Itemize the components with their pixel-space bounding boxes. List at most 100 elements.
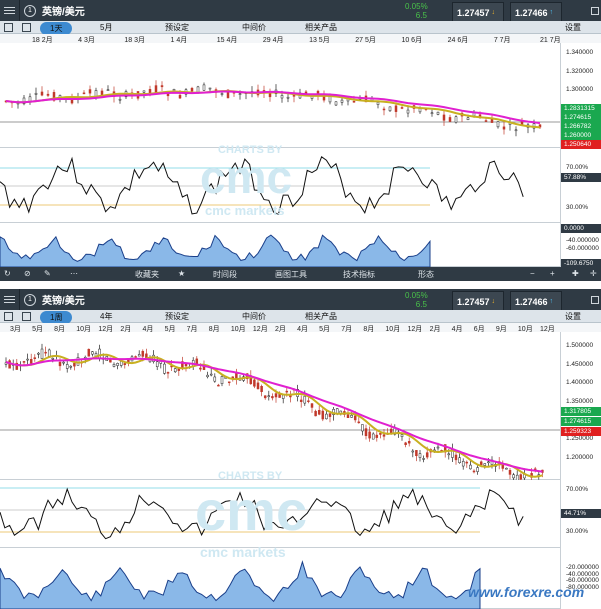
- candle-body: [388, 106, 392, 112]
- date-label: 12月: [98, 326, 114, 333]
- candle-body: [303, 395, 307, 404]
- date-label: 10月: [517, 326, 533, 333]
- settings-button[interactable]: 设置: [565, 312, 581, 321]
- date-label: 9月: [495, 326, 507, 333]
- candle-body: [458, 457, 461, 463]
- candle-body: [514, 129, 518, 132]
- candle-body: [350, 414, 353, 418]
- change-indicator: 0.05% 6.5: [405, 289, 428, 310]
- sell-price-box[interactable]: 1.27457 ↓: [452, 2, 504, 23]
- candle-body: [484, 120, 488, 122]
- oscillator-axis: -20.000000 -40.000000 -60.000000 -80.000000: [560, 548, 601, 609]
- star-icon[interactable]: ★: [178, 269, 186, 278]
- plus-icon[interactable]: +: [550, 269, 555, 278]
- date-label: 3月: [10, 326, 21, 333]
- date-label: 12月: [252, 326, 268, 333]
- midprice-button[interactable]: 中间价: [242, 312, 266, 321]
- price-pane: [0, 332, 560, 480]
- rsi-tag: 44.71%: [561, 509, 601, 518]
- period-button[interactable]: 时间段: [213, 270, 237, 279]
- candle-body: [448, 117, 452, 122]
- buy-price-box[interactable]: 1.27466 ↑: [510, 2, 562, 23]
- axis-label: 1.200000: [566, 454, 594, 461]
- midprice-button[interactable]: 中间价: [242, 23, 266, 32]
- candle-body: [238, 93, 242, 95]
- price-chart: [0, 343, 560, 480]
- axis-label: 1.450000: [566, 360, 594, 368]
- pencil-icon[interactable]: ✎: [44, 269, 51, 278]
- favorites-button[interactable]: 收藏夹: [135, 270, 159, 279]
- range-button[interactable]: 4年: [100, 312, 113, 321]
- date-label: 7月: [341, 326, 353, 333]
- symbol-label[interactable]: 英镑/美元: [42, 296, 85, 307]
- candle-body: [487, 461, 490, 464]
- cancel-icon[interactable]: ⊘: [24, 269, 31, 278]
- candle-body: [280, 95, 284, 99]
- minimize-icon[interactable]: [591, 6, 599, 15]
- date-label: 5月: [164, 326, 176, 333]
- more-icon[interactable]: ⋯: [70, 269, 78, 278]
- indicators-button[interactable]: 技术指标: [343, 270, 375, 279]
- expand-icon[interactable]: ✛: [590, 269, 597, 278]
- preset-button[interactable]: 预设定: [165, 312, 189, 321]
- axis-label: 70.00%: [566, 486, 589, 493]
- candle-body: [33, 357, 37, 359]
- chart-type-icon[interactable]: [22, 23, 31, 32]
- related-products-button[interactable]: 相关产品: [305, 312, 337, 321]
- window-controls[interactable]: [589, 289, 601, 310]
- candle-body: [118, 98, 122, 101]
- candle-body: [62, 361, 65, 364]
- date-label: 5月: [319, 326, 331, 333]
- window-controls[interactable]: [589, 0, 601, 21]
- symbol-label[interactable]: 英镑/美元: [42, 7, 85, 18]
- oscillator-area: [0, 234, 431, 267]
- candle-body: [508, 469, 512, 475]
- range-button[interactable]: 5月: [100, 23, 113, 32]
- axis-label: -80.000000: [566, 584, 599, 591]
- axis-label: -40.000000: [566, 570, 599, 578]
- date-label: 8月: [363, 326, 375, 333]
- menu-icon[interactable]: [0, 0, 20, 21]
- candle-body: [299, 399, 303, 403]
- price-tag: 1.317805: [561, 407, 601, 416]
- axis-label: 1.320000: [566, 67, 594, 75]
- window-number-icon[interactable]: 1: [22, 289, 38, 310]
- timeframe-button[interactable]: 1周: [40, 311, 73, 324]
- preset-button[interactable]: 预设定: [165, 23, 189, 32]
- date-label: 24 6月: [447, 37, 469, 44]
- refresh-icon[interactable]: ↻: [4, 269, 11, 278]
- buy-price-box[interactable]: 1.27466 ↑: [510, 291, 562, 312]
- candle-body: [436, 111, 440, 115]
- candle-body: [334, 101, 338, 106]
- candle-body: [502, 126, 506, 130]
- rsi-line: [0, 487, 524, 540]
- candle-body: [184, 363, 188, 367]
- candle-body: [425, 452, 429, 458]
- drawing-tools-button[interactable]: 画图工具: [275, 270, 307, 279]
- crosshair-icon[interactable]: ✚: [572, 269, 579, 278]
- window-number-icon[interactable]: 1: [22, 0, 38, 21]
- minimize-icon[interactable]: [591, 295, 599, 304]
- grid-icon[interactable]: [4, 312, 13, 321]
- timeframe-button[interactable]: 1天: [40, 22, 73, 35]
- menu-icon[interactable]: [0, 289, 20, 310]
- axis-label: 1.350000: [566, 398, 594, 405]
- candle-body: [271, 396, 274, 399]
- chart-type-icon[interactable]: [22, 312, 31, 321]
- rsi-line: [0, 156, 524, 216]
- grid-icon[interactable]: [4, 23, 13, 32]
- buy-price: 1.27466: [515, 296, 548, 307]
- candle-body: [400, 107, 404, 109]
- candle-body: [220, 93, 224, 95]
- site-watermark: www.forexre.com: [468, 584, 585, 600]
- related-products-button[interactable]: 相关产品: [305, 23, 337, 32]
- settings-button[interactable]: 设置: [565, 23, 581, 32]
- candle-body: [376, 101, 380, 105]
- candle-body: [496, 121, 500, 128]
- patterns-button[interactable]: 形态: [418, 270, 434, 279]
- candle-body: [69, 365, 73, 368]
- candle-body: [346, 414, 350, 419]
- minus-icon[interactable]: −: [530, 269, 535, 278]
- sell-price-box[interactable]: 1.27457 ↓: [452, 291, 504, 312]
- oscillator-chart: [0, 560, 481, 609]
